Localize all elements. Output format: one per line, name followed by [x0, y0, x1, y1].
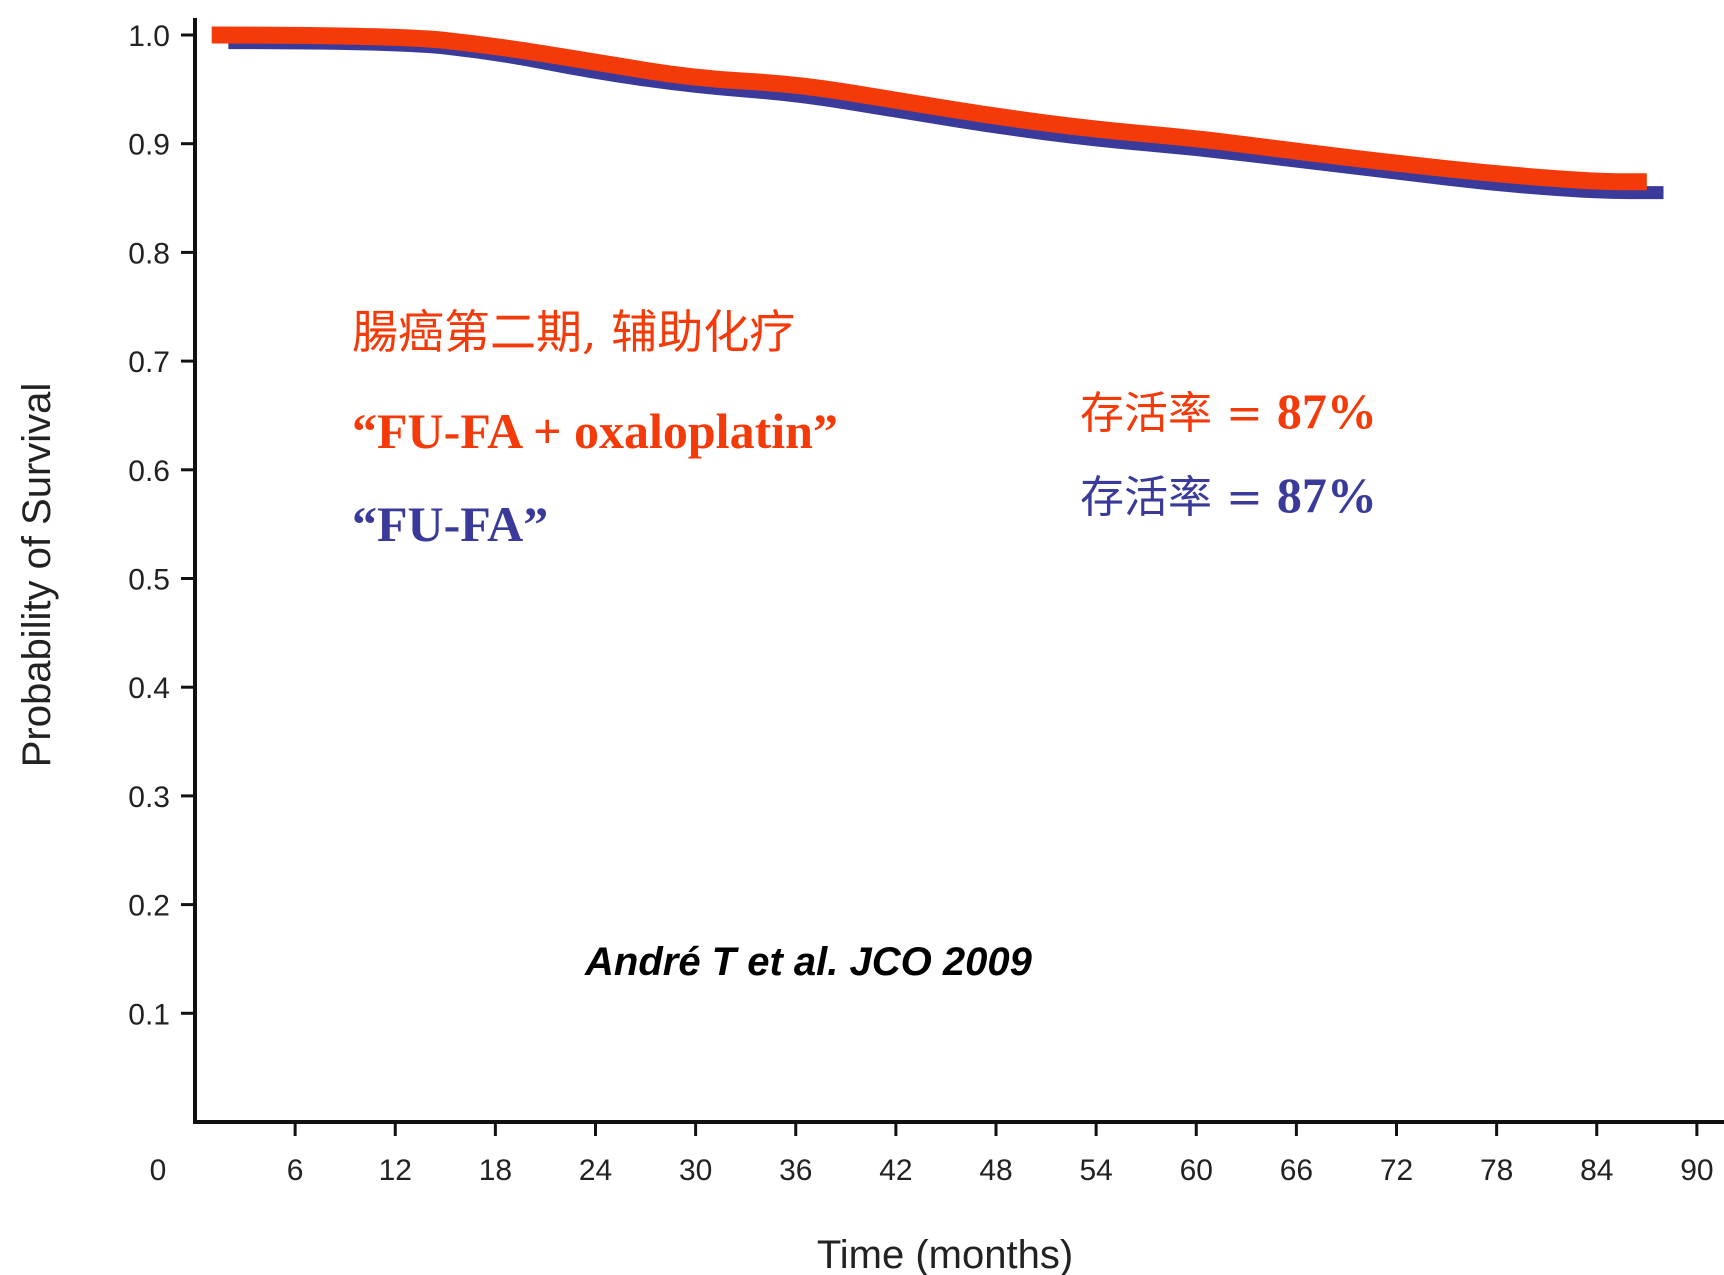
x-tick-label: 78 [1480, 1154, 1513, 1187]
x-tick-label: 36 [779, 1154, 812, 1187]
x-tick-label: 48 [979, 1154, 1012, 1187]
x-tick-label: 6 [287, 1154, 304, 1187]
x-tick-label: 24 [579, 1154, 612, 1187]
annotation-label-red: “FU-FA + oxaloplatin” [352, 403, 838, 459]
x-tick-label: 60 [1180, 1154, 1213, 1187]
annotation-rate-blue: 存活率 = 87% [1080, 467, 1377, 523]
y-axis-label: Probability of Survival [15, 383, 59, 768]
x-tick-label: 72 [1380, 1154, 1413, 1187]
annotation-label-blue: “FU-FA” [352, 496, 548, 552]
y-tick-label: 0.2 [128, 890, 170, 923]
rate-blue-value: 87% [1277, 467, 1377, 523]
y-tick-label: 0.8 [128, 237, 170, 270]
series-layer [211, 26, 1664, 200]
y-tick-label: 1.0 [128, 20, 170, 53]
y-tick-label: 0.3 [128, 781, 170, 814]
x-tick-label: 66 [1280, 1154, 1313, 1187]
y-tick-label: 0.7 [128, 346, 170, 379]
y-axis-ticks: 0.1 0.2 0.3 0.4 0.5 0.6 0.7 0.8 0.9 1.0 [128, 20, 195, 1031]
citation: André T et al. JCO 2009 [584, 940, 1033, 984]
y-tick-label: 0.6 [128, 455, 170, 488]
axes [193, 18, 1724, 1124]
x-tick-label: 12 [379, 1154, 412, 1187]
y-tick-label: 0.4 [128, 672, 170, 705]
x-axis-label: Time (months) [817, 1233, 1073, 1275]
x-axis-ticks: 06121824303642485460667278849096 [150, 1122, 1714, 1187]
x-tick-label: 0 [150, 1154, 167, 1187]
x-tick-label: 18 [479, 1154, 512, 1187]
x-tick-label: 42 [879, 1154, 912, 1187]
y-tick-label: 0.5 [128, 564, 170, 597]
series-line-fu-fa [228, 36, 1664, 200]
annotation-rate-red: 存活率 = 87% [1080, 383, 1377, 439]
rate-red-label: 存活率 = [1080, 388, 1263, 439]
series-line-fu-fa-oxaloplatin [211, 26, 1647, 191]
x-tick-label: 30 [679, 1154, 712, 1187]
y-tick-label: 0.9 [128, 129, 170, 162]
y-tick-label: 0.1 [128, 998, 170, 1031]
rate-red-value: 87% [1277, 383, 1377, 439]
x-tick-label: 84 [1580, 1154, 1613, 1187]
x-tick-label: 54 [1079, 1154, 1112, 1187]
annotation-heading-cn: 腸癌第二期, 辅助化疗 [352, 305, 795, 359]
rate-blue-label: 存活率 = [1080, 472, 1263, 523]
x-tick-label: 90 [1680, 1154, 1713, 1187]
